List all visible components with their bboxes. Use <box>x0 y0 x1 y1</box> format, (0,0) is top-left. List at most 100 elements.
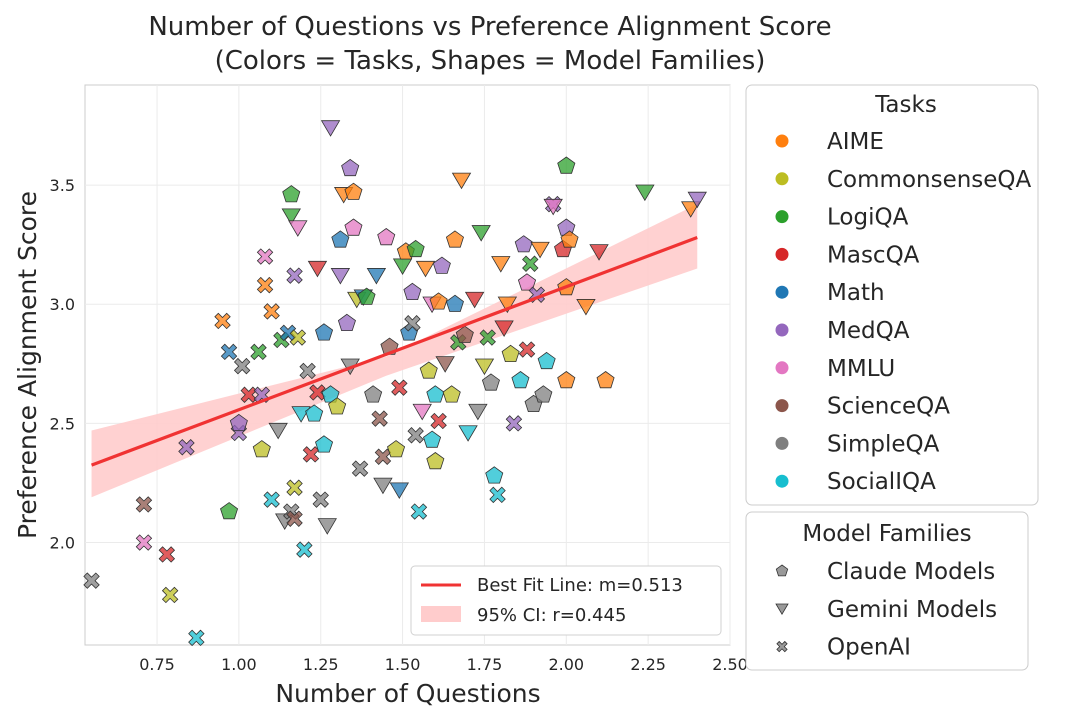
data-point <box>330 268 351 285</box>
data-point <box>471 225 491 242</box>
data-point <box>464 291 485 309</box>
data-point <box>291 406 311 423</box>
data-point <box>389 482 410 499</box>
data-point <box>522 255 539 272</box>
data-point <box>315 323 334 341</box>
data-point <box>404 315 421 332</box>
task-legend-swatch <box>775 474 789 488</box>
data-point <box>537 351 556 370</box>
data-point <box>328 397 347 415</box>
task-legend-swatch <box>775 210 789 224</box>
points-layer <box>83 120 707 647</box>
data-point <box>315 435 334 453</box>
data-point <box>576 299 596 316</box>
data-point <box>445 294 464 312</box>
data-point <box>299 362 316 380</box>
data-point <box>229 413 248 432</box>
x-tick-label: 1.50 <box>385 655 421 674</box>
data-point <box>331 230 350 248</box>
data-point <box>371 410 388 427</box>
data-point <box>307 260 328 278</box>
family-legend-swatch <box>775 564 789 577</box>
data-point <box>430 412 447 430</box>
data-point <box>341 158 360 177</box>
ci-swatch <box>421 606 461 622</box>
tasks-legend-title: Tasks <box>874 92 937 118</box>
families-legend-title: Model Families <box>802 521 971 547</box>
x-tick-label: 2.00 <box>548 655 584 674</box>
data-point <box>596 371 615 389</box>
task-legend-label: AIME <box>827 129 884 155</box>
data-point <box>220 343 238 361</box>
data-point <box>282 185 301 203</box>
data-point <box>505 415 523 432</box>
data-point <box>178 439 195 456</box>
data-point <box>344 182 363 200</box>
data-point <box>320 120 341 137</box>
task-legend-swatch <box>775 361 789 375</box>
data-point <box>387 440 406 458</box>
data-point <box>481 373 500 391</box>
data-point <box>426 452 445 470</box>
family-legend-label: OpenAI <box>827 635 911 661</box>
data-point <box>557 156 576 174</box>
task-legend-swatch <box>775 134 789 148</box>
data-point <box>442 385 461 403</box>
data-point <box>429 292 448 310</box>
task-legend-swatch <box>775 247 789 261</box>
x-tick-label: 2.50 <box>712 655 748 674</box>
data-point <box>635 184 655 202</box>
data-point <box>514 235 533 253</box>
data-point <box>518 341 536 358</box>
data-point <box>485 466 504 484</box>
data-point <box>337 313 356 332</box>
data-point <box>426 385 445 403</box>
data-point <box>296 541 313 558</box>
fit-line <box>90 236 698 467</box>
data-point <box>317 518 337 535</box>
data-point <box>415 260 436 278</box>
fit-line-layer <box>90 236 698 467</box>
data-point <box>220 502 239 520</box>
data-point <box>366 268 387 285</box>
data-point <box>374 448 392 465</box>
y-tick-label: 2.5 <box>50 414 75 433</box>
task-legend-label: LogiQA <box>827 205 909 231</box>
task-legend-label: Math <box>827 280 885 306</box>
data-point <box>252 440 271 458</box>
data-point <box>263 491 280 508</box>
data-point <box>458 425 478 442</box>
data-point <box>455 325 474 343</box>
fit-legend-box <box>410 565 722 636</box>
task-legend-label: ScienceQA <box>827 394 950 420</box>
data-point <box>557 371 576 389</box>
families-legend-box <box>745 511 1029 671</box>
x-tick-label: 2.25 <box>630 655 666 674</box>
data-point <box>256 276 274 294</box>
x-tick-labels: 0.75 1.00 1.25 1.50 1.75 2.00 2.25 2.50 <box>139 655 748 674</box>
data-point <box>263 303 280 320</box>
data-point <box>491 256 511 273</box>
task-legend-swatch <box>775 323 789 337</box>
data-point <box>589 244 609 261</box>
data-point <box>158 546 176 563</box>
data-point <box>410 503 428 520</box>
data-point <box>560 230 579 248</box>
data-point <box>501 344 520 363</box>
family-legend-swatch <box>776 640 788 653</box>
data-point <box>489 486 506 504</box>
family-legend-label: Claude Models <box>827 559 995 585</box>
task-legend-label: MedQA <box>827 318 910 344</box>
fit-line-label: Best Fit Line: m=0.513 <box>477 575 683 596</box>
data-point <box>445 230 464 248</box>
family-legend-label: Gemini Models <box>827 597 997 623</box>
data-point <box>344 218 363 236</box>
y-tick-label: 2.0 <box>50 534 75 553</box>
data-point <box>423 430 442 448</box>
data-point <box>302 446 320 463</box>
data-point <box>511 371 530 389</box>
data-point <box>286 479 303 496</box>
y-tick-label: 3.5 <box>50 176 75 195</box>
data-point <box>289 329 307 346</box>
data-point <box>407 427 424 444</box>
